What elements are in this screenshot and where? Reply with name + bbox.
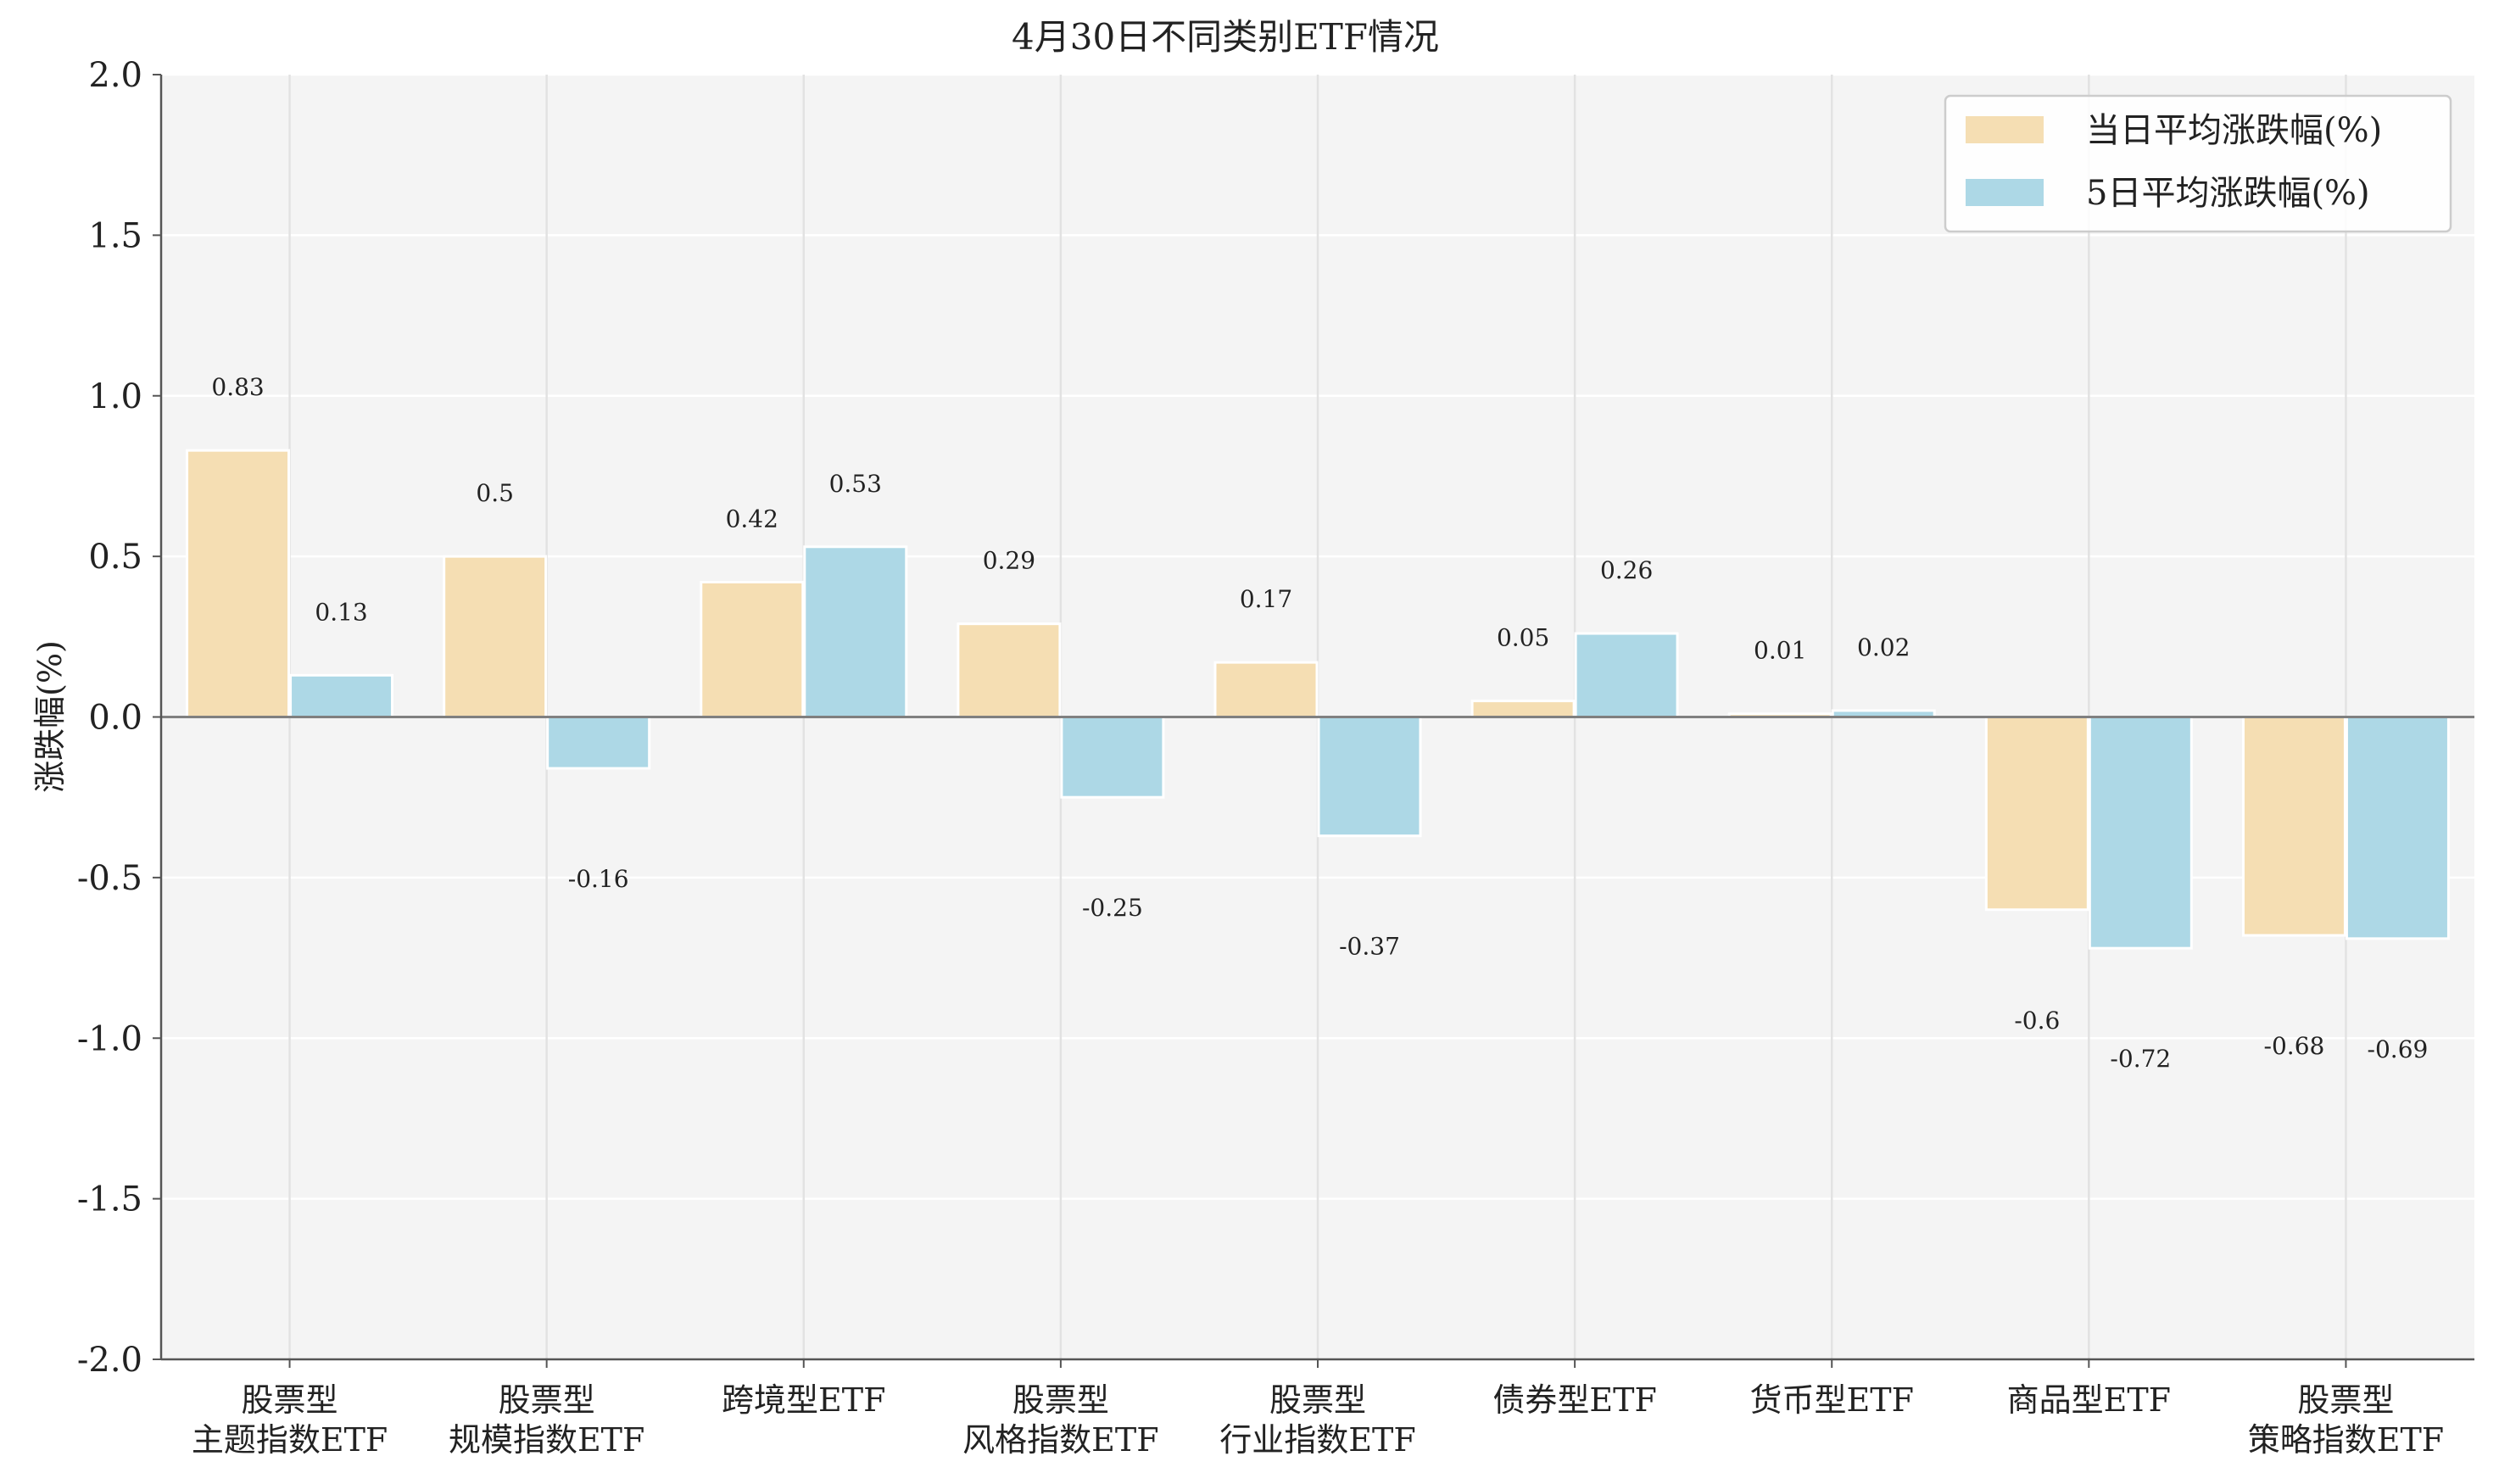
bar-today [443, 555, 548, 718]
bar-today [1984, 716, 2089, 912]
x-tick-label: 股票型 [499, 1381, 595, 1419]
data-label-today: -0.6 [2014, 1007, 2060, 1035]
bar-today [957, 622, 1062, 718]
bar-5day [803, 545, 908, 719]
x-tick-label: 主题指数ETF [192, 1421, 388, 1459]
x-tick-label: 货币型ETF [1749, 1381, 1913, 1419]
x-tick-label: 股票型 [242, 1381, 338, 1419]
data-label-5day: -0.25 [1082, 894, 1143, 922]
y-tick-label: 2.0 [88, 56, 142, 95]
bar-5day [1317, 716, 1422, 838]
data-label-today: 0.17 [1240, 585, 1292, 613]
y-tick-label: -2.0 [77, 1341, 142, 1380]
y-tick-label: 0.0 [88, 699, 142, 738]
data-label-today: 0.29 [983, 547, 1035, 575]
bar-today [186, 449, 291, 718]
labels-layer: 0.83 0.5 0.42 0.29 0.17 0.05 0.01 -0.6 -0.68 0.13… [211, 373, 2428, 1073]
data-label-5day: 0.26 [1600, 556, 1653, 584]
bar-5day [1574, 632, 1679, 719]
bar-5day [1060, 716, 1165, 799]
y-tick-label: -1.0 [77, 1019, 142, 1058]
x-tick-label: 股票型 [1269, 1381, 1366, 1419]
x-tick-label: 跨境型ETF [722, 1381, 885, 1419]
y-tick-label: 1.5 [88, 216, 142, 255]
data-label-5day: 0.13 [315, 598, 367, 626]
data-label-today: 0.42 [726, 505, 778, 533]
legend-swatch-5day [1966, 179, 2044, 206]
y-axis-label: 涨跌幅(%) [31, 640, 69, 793]
bar-today [700, 580, 805, 718]
x-tick-label: 股票型 [2297, 1381, 2394, 1419]
x-tick-label: 债券型ETF [1492, 1381, 1656, 1419]
bar-5day [546, 716, 651, 770]
legend-swatch-today [1966, 116, 2044, 143]
y-tick-label: 1.0 [88, 377, 142, 416]
data-label-today: 0.05 [1497, 624, 1549, 652]
x-tick-label: 规模指数ETF [449, 1421, 644, 1459]
data-label-5day: 0.02 [1857, 633, 1910, 661]
data-label-today: 0.5 [476, 479, 514, 507]
x-tick-label: 风格指数ETF [962, 1421, 1158, 1459]
data-label-5day: -0.72 [2110, 1045, 2171, 1073]
legend-label-today: 当日平均涨跌幅(%) [2086, 111, 2382, 150]
y-tick-label: -0.5 [77, 859, 142, 898]
ticks-layer: 2.01.51.00.50.0-0.5-1.0-1.5-2.0股票型主题指数ET… [77, 56, 2444, 1459]
bar-5day [2088, 716, 2193, 950]
bar-5day [2345, 716, 2450, 940]
y-tick-label: 0.5 [88, 538, 142, 577]
data-label-5day: -0.37 [1339, 933, 1400, 961]
bars-layer [186, 449, 2450, 950]
bar-today [2241, 716, 2346, 937]
data-label-5day: -0.16 [568, 865, 629, 893]
data-label-5day: 0.53 [829, 470, 882, 498]
data-label-today: -0.68 [2264, 1032, 2325, 1060]
legend: 当日平均涨跌幅(%) 5日平均涨跌幅(%) [1944, 94, 2452, 233]
x-tick-label: 股票型 [1012, 1381, 1109, 1419]
x-tick-label: 行业指数ETF [1219, 1421, 1415, 1459]
bar-today [1213, 661, 1319, 718]
legend-label-5day: 5日平均涨跌幅(%) [2086, 174, 2370, 213]
bar-today [1470, 700, 1576, 718]
data-label-5day: -0.69 [2368, 1035, 2429, 1063]
legend-box [1944, 94, 2452, 233]
data-label-today: 0.83 [211, 373, 264, 401]
data-label-today: 0.01 [1754, 637, 1806, 665]
x-tick-label: 商品型ETF [2007, 1381, 2171, 1419]
bar-5day [289, 673, 394, 719]
x-tick-label: 策略指数ETF [2248, 1421, 2444, 1459]
y-tick-label: -1.5 [77, 1180, 142, 1219]
chart-title: 4月30日不同类别ETF情况 [1012, 16, 1439, 58]
